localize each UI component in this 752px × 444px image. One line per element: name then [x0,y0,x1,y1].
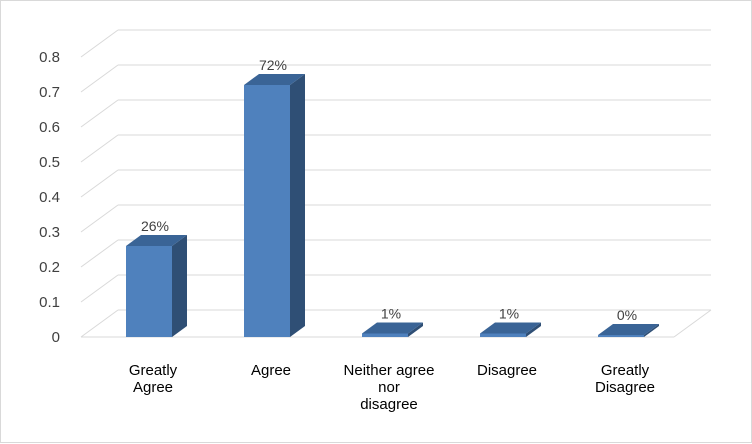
bar-side [172,235,187,337]
y-tick-label: 0.7 [39,84,60,101]
bar-front [480,333,526,337]
bars [126,74,659,337]
bar-side [408,322,423,337]
data-label: 0% [617,307,637,323]
y-tick-label: 0.1 [39,294,60,311]
bar-top [244,74,305,85]
y-tick-label: 0.8 [39,49,60,66]
gridline-diagonal [80,274,119,303]
bar-front [598,335,644,337]
bar [480,322,541,337]
bar-front [244,85,290,337]
category-label: Disagree [477,362,537,379]
bar [244,74,305,337]
bar-top [126,235,187,246]
data-label: 1% [381,306,401,322]
bar [126,235,187,337]
gridline-diagonal [80,204,119,233]
y-tick-label: 0.4 [39,189,60,206]
category-label: Neither agree [344,362,435,379]
y-tick-label: 0.6 [39,119,60,136]
gridline-diagonal [80,239,119,268]
gridline-diagonal [80,29,119,58]
category-label: Agree [133,379,173,396]
category-label: Disagree [595,379,655,396]
y-tick-label: 0.2 [39,259,60,276]
data-label: 1% [499,306,519,322]
gridline-diagonal [80,134,119,163]
data-label: 26% [141,218,169,234]
bar-side [526,322,541,337]
category-label: Greatly [129,362,178,379]
gridline-diagonal [80,99,119,128]
gridline-diagonal [80,309,119,338]
y-axis-ticks: 0 0.1 0.2 0.3 0.4 0.5 0.6 0.7 0.8 [39,49,60,346]
bar [598,324,659,337]
gridline-diagonal [80,169,119,198]
bar-top [362,322,423,334]
bar-front [362,333,408,337]
floor-edge-right [673,309,712,338]
gridlines [80,29,712,338]
gridline-diagonal [80,64,119,93]
data-label: 72% [259,57,287,73]
category-label: Agree [251,362,291,379]
bar-side [644,324,659,337]
bar-top [598,324,659,335]
category-label: nor [378,379,400,396]
bar [362,322,423,337]
data-labels: 26% 72% 1% 1% 0% [141,57,637,323]
category-label: disagree [360,396,418,413]
bar-front [126,246,172,337]
y-tick-label: 0 [52,329,60,346]
y-tick-label: 0.5 [39,154,60,171]
bar-side [290,74,305,337]
category-label: Greatly [601,362,650,379]
y-tick-label: 0.3 [39,224,60,241]
bar-top [480,322,541,334]
